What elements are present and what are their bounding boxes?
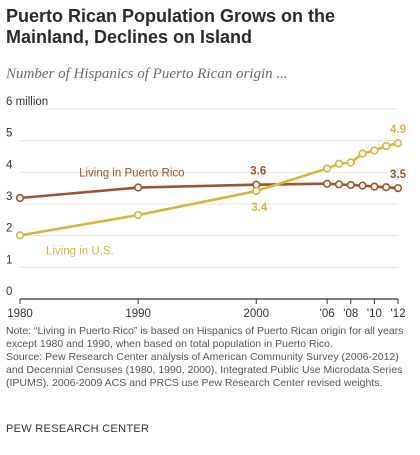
data-point — [252, 186, 261, 196]
x-tick-label: 2000 — [243, 308, 269, 320]
data-point — [15, 193, 25, 203]
y-tick-label: 6 million — [6, 96, 48, 108]
series-label-puerto-rico: Living in Puerto Rico — [79, 167, 184, 179]
y-tick-label: 1 — [6, 254, 12, 266]
data-point — [334, 159, 344, 168]
data-point — [358, 149, 367, 158]
x-tick-label: '08 — [343, 308, 358, 320]
data-label-us-2000: 3.4 — [251, 202, 268, 214]
chart-subtitle: Number of Hispanics of Puerto Rican orig… — [6, 66, 288, 82]
data-point — [358, 181, 367, 190]
chart-source: Source: Pew Research Center analysis of … — [6, 351, 403, 390]
series-line-0 — [19, 182, 399, 200]
axes — [19, 298, 399, 304]
data-point — [393, 139, 403, 148]
y-tick-label: 4 — [6, 159, 13, 171]
y-tick-label: 0 — [6, 286, 12, 298]
data-point — [382, 141, 391, 151]
data-label-pr-2012: 3.5 — [390, 169, 407, 181]
data-point — [382, 183, 391, 192]
data-point — [346, 180, 355, 190]
data-label-pr-2000: 3.6 — [250, 166, 266, 178]
data-point — [334, 180, 344, 189]
line-chart: 0 1 2 3 4 5 6 million 1980 1990 2000 '06 '08 '10 '12 L… — [6, 96, 407, 320]
chart-note: Note: “Living in Puerto Rico” is based o… — [6, 325, 404, 351]
grid-lines — [20, 108, 398, 268]
y-tick-label: 2 — [6, 223, 12, 235]
series-line-1 — [19, 141, 399, 237]
data-point — [323, 164, 332, 173]
data-point — [134, 210, 143, 220]
data-point — [323, 179, 332, 188]
x-tick-label: 1980 — [7, 308, 33, 320]
x-tick-label: '10 — [367, 308, 382, 320]
data-point — [370, 146, 379, 155]
y-tick-label: 5 — [6, 128, 12, 140]
series-label-us: Living in U.S. — [46, 246, 114, 258]
data-point — [134, 183, 143, 192]
data-point — [393, 184, 403, 193]
x-tick-label: 1990 — [125, 308, 151, 320]
chart-labels: 0 1 2 3 4 5 6 million 1980 1990 2000 '06 '08 '10 '12 L… — [6, 96, 407, 320]
chart-title: Puerto Rican Population Grows on the Mai… — [6, 6, 336, 47]
data-point — [370, 182, 379, 191]
y-tick-label: 3 — [6, 191, 12, 203]
data-point — [15, 231, 25, 240]
brand-footer: PEW RESEARCH CENTER — [6, 423, 150, 435]
x-tick-label: '06 — [320, 308, 335, 320]
series-lines — [15, 139, 403, 240]
data-label-us-2012: 4.9 — [390, 124, 406, 136]
x-tick-label: '12 — [391, 308, 406, 320]
data-point — [346, 158, 355, 167]
